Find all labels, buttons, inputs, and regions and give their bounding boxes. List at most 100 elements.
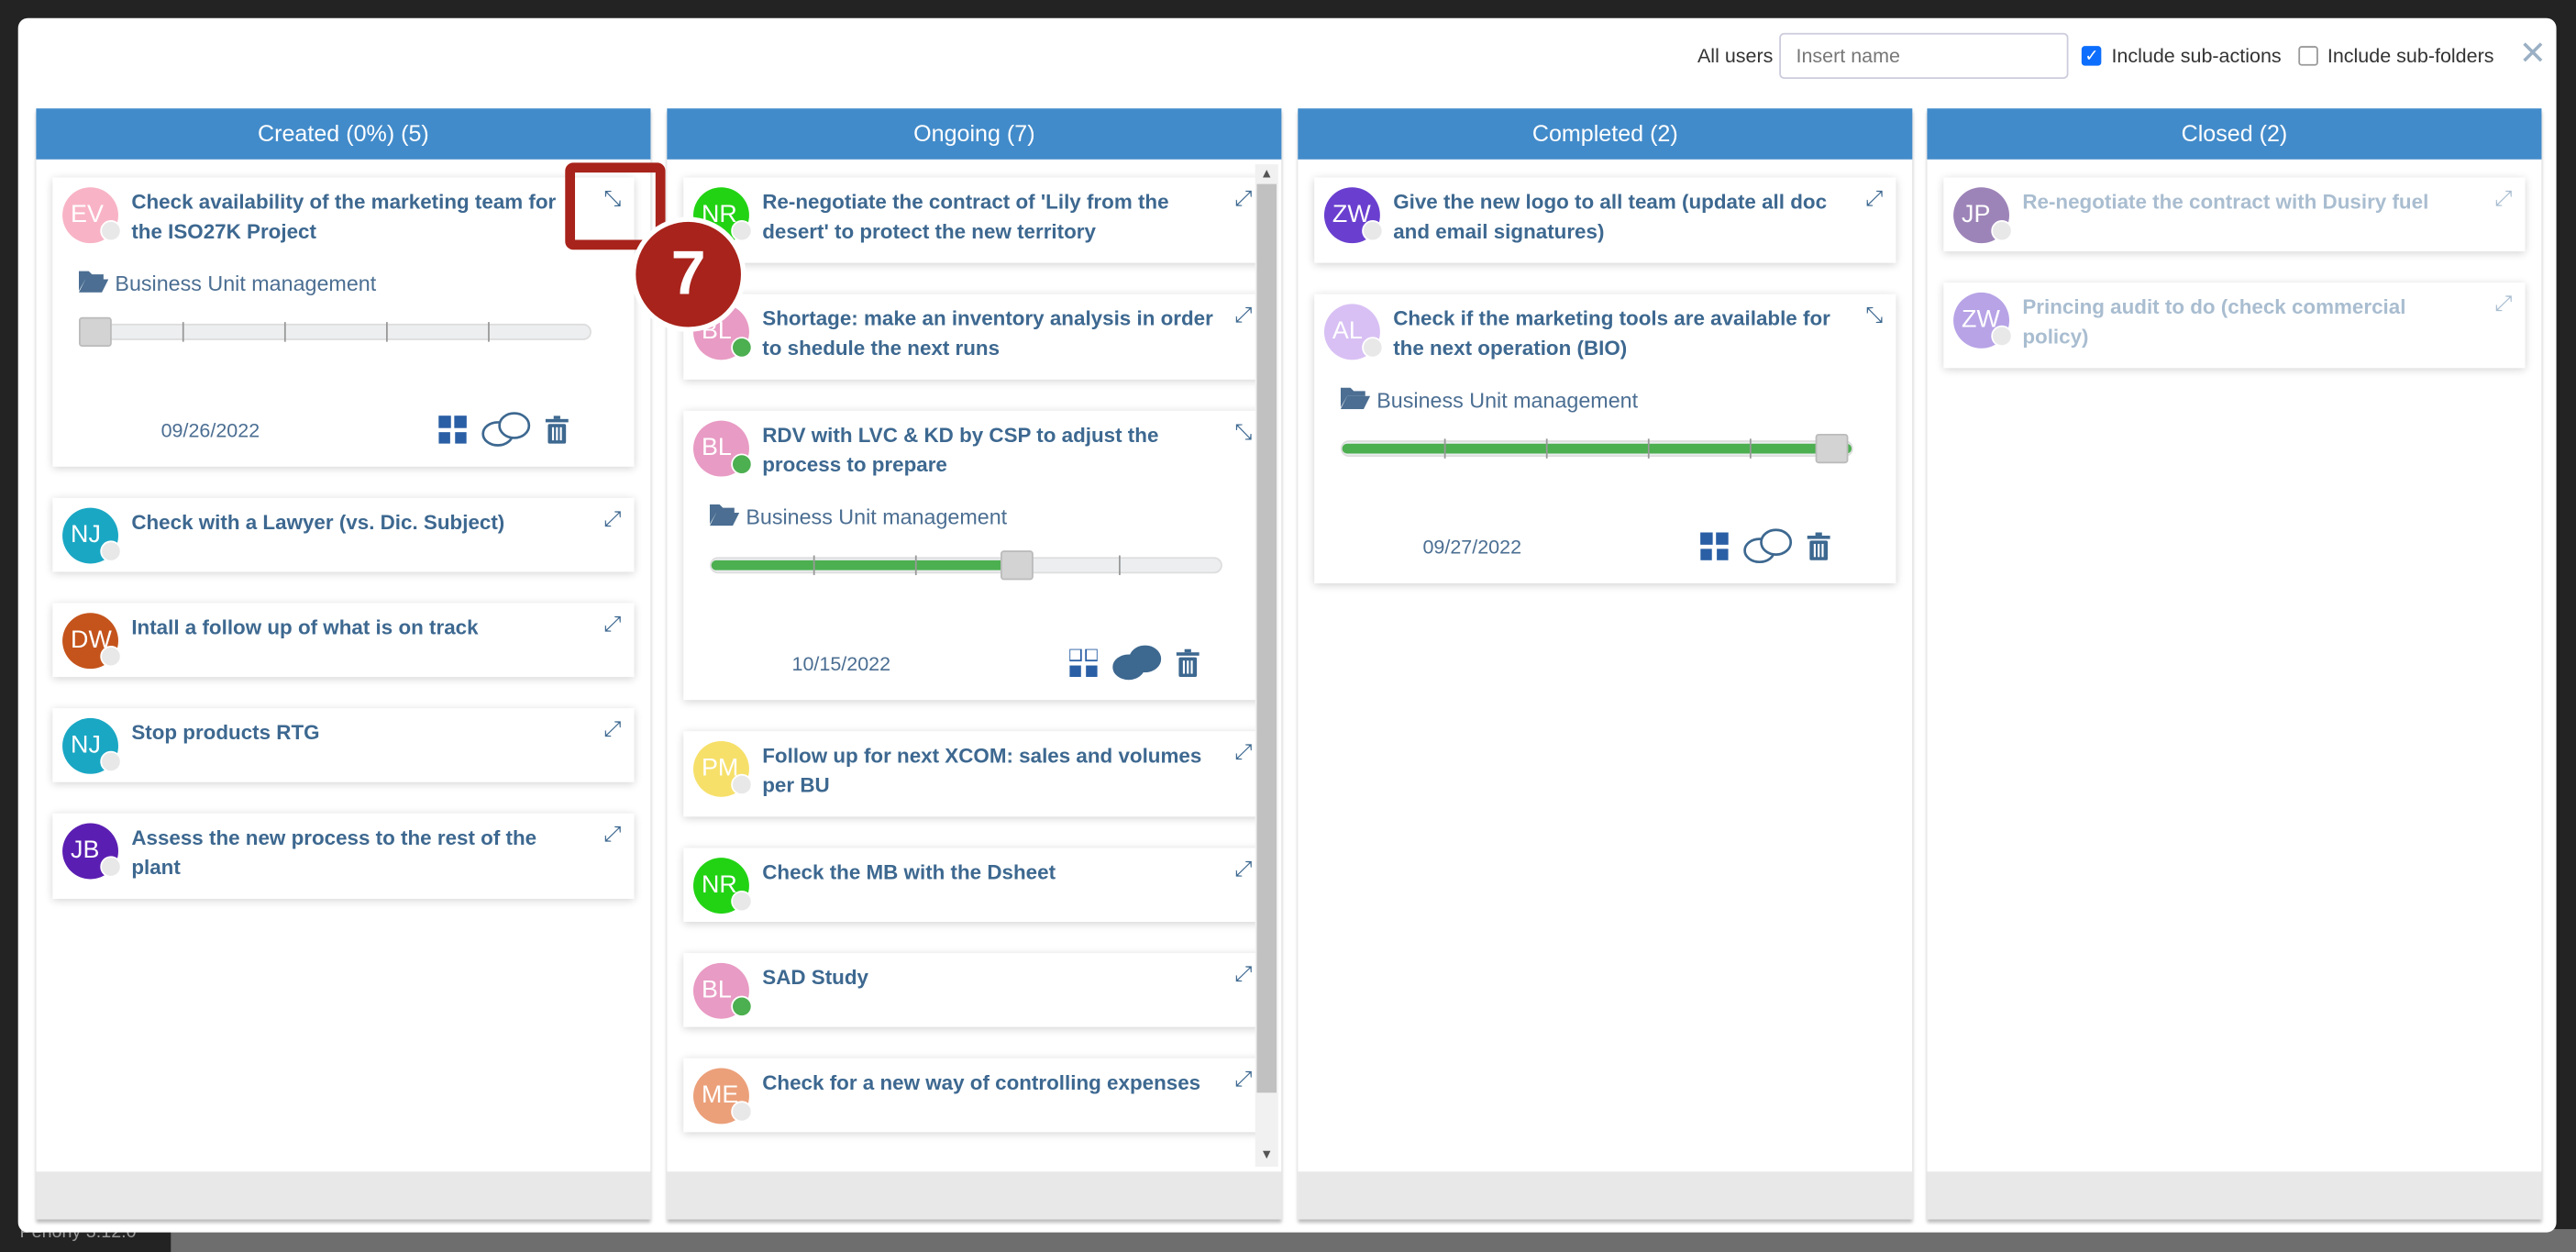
- slider-handle[interactable]: [1001, 550, 1034, 581]
- trash-icon[interactable]: [1176, 648, 1200, 684]
- status-dot: [731, 337, 753, 359]
- slider-tick: [1443, 438, 1446, 459]
- task-card[interactable]: JP Re-negotiate the contract with Dusiry…: [1943, 177, 2526, 252]
- include-sub-folders-checkbox[interactable]: [2297, 46, 2318, 66]
- task-card[interactable]: BL Shortage: make an inventory analysis …: [683, 294, 1266, 380]
- folder-name: Business Unit management: [746, 504, 1008, 529]
- comments-icon[interactable]: [480, 411, 532, 455]
- trash-icon[interactable]: [1807, 531, 1830, 568]
- task-title[interactable]: Check if the marketing tools are availab…: [1393, 307, 1830, 360]
- task-card[interactable]: NR Check the MB with the Dsheet ⤢: [683, 848, 1266, 923]
- task-card[interactable]: NJ Check with a Lawyer (vs. Dic. Subject…: [52, 497, 635, 572]
- task-card[interactable]: EV Check availability of the marketing t…: [52, 177, 635, 467]
- column-footer: [36, 1171, 651, 1220]
- task-title[interactable]: Check with a Lawyer (vs. Dic. Subject): [131, 511, 505, 535]
- avatar: PM: [693, 740, 749, 797]
- task-title[interactable]: Assess the new process to the rest of th…: [131, 826, 537, 880]
- grid-icon[interactable]: [1068, 647, 1099, 684]
- task-title[interactable]: Princing audit to do (check commercial p…: [2022, 295, 2406, 349]
- status-dot: [1991, 325, 2013, 348]
- status-dot: [1362, 337, 1384, 359]
- folder-link[interactable]: Business Unit management: [1340, 386, 1639, 414]
- task-title[interactable]: Check for a new way of controlling expen…: [762, 1071, 1201, 1095]
- task-card[interactable]: PM Follow up for next XCOM: sales and vo…: [683, 731, 1266, 817]
- comments-icon[interactable]: [1741, 527, 1794, 571]
- expand-icon[interactable]: ⤢: [603, 505, 622, 531]
- scroll-up-arrow-icon[interactable]: ▲: [1260, 165, 1274, 182]
- column-scrollbar[interactable]: ▲ ▼: [1255, 164, 1278, 1167]
- progress-fill: [711, 560, 1017, 571]
- status-dot: [100, 540, 122, 562]
- slider-tick: [488, 322, 490, 342]
- task-card[interactable]: ZW Princing audit to do (check commercia…: [1943, 283, 2526, 369]
- column-header: Closed (2): [1927, 108, 2542, 160]
- expand-icon[interactable]: ⤢: [1865, 185, 1884, 211]
- expand-icon[interactable]: ⤢: [603, 821, 622, 847]
- task-title[interactable]: Re-negotiate the contract of 'Lily from …: [762, 190, 1169, 244]
- task-title[interactable]: Intall a follow up of what is on track: [131, 615, 479, 639]
- include-sub-actions-checkbox[interactable]: ✓: [2082, 46, 2102, 66]
- task-card[interactable]: BL SAD Study ⤢: [683, 953, 1266, 1027]
- progress-slider[interactable]: [709, 550, 1222, 581]
- close-icon[interactable]: ✕: [2518, 36, 2547, 72]
- due-date: 09/26/2022: [160, 418, 260, 442]
- grid-icon[interactable]: [1699, 530, 1730, 568]
- folder-link[interactable]: Business Unit management: [78, 270, 376, 297]
- task-card[interactable]: NJ Stop products RTG ⤢: [52, 708, 635, 782]
- task-title[interactable]: Follow up for next XCOM: sales and volum…: [762, 744, 1202, 797]
- column-0: Created (0%) (5) EV Check availability o…: [36, 108, 651, 1220]
- due-date: 10/15/2022: [791, 652, 891, 676]
- scroll-down-arrow-icon[interactable]: ▼: [1260, 1147, 1274, 1162]
- expand-icon[interactable]: ⤢: [1234, 856, 1253, 881]
- task-card[interactable]: JB Assess the new process to the rest of…: [52, 813, 635, 899]
- column-1: Ongoing (7) NR Re-negotiate the contract…: [667, 108, 1282, 1220]
- slider-tick: [386, 322, 388, 342]
- status-dot: [100, 750, 122, 773]
- collapse-icon[interactable]: ⤡: [1865, 302, 1884, 327]
- expand-icon[interactable]: ⤢: [2494, 185, 2513, 211]
- user-name-input[interactable]: [1779, 32, 2069, 79]
- trash-icon[interactable]: [545, 415, 569, 450]
- task-title[interactable]: Stop products RTG: [131, 721, 320, 745]
- column-body: EV Check availability of the marketing t…: [36, 160, 650, 1172]
- include-sub-folders-label: Include sub-folders: [2327, 44, 2494, 68]
- progress-slider[interactable]: [1340, 433, 1853, 464]
- expand-icon[interactable]: ⤢: [603, 611, 622, 637]
- folder-icon: [1340, 386, 1371, 414]
- status-dot: [100, 646, 122, 668]
- collapse-icon[interactable]: ⤡: [603, 185, 622, 211]
- folder-name: Business Unit management: [1376, 387, 1639, 413]
- task-card[interactable]: ME Check for a new way of controlling ex…: [683, 1058, 1266, 1133]
- slider-handle[interactable]: [79, 316, 113, 348]
- expand-icon[interactable]: ⤢: [1234, 961, 1253, 986]
- task-title[interactable]: Shortage: make an inventory analysis in …: [762, 307, 1213, 360]
- task-card[interactable]: DW Intall a follow up of what is on trac…: [52, 603, 635, 678]
- expand-icon[interactable]: ⤢: [1234, 185, 1253, 211]
- grid-icon[interactable]: [437, 414, 468, 450]
- task-title[interactable]: RDV with LVC & KD by CSP to adjust the p…: [762, 424, 1159, 477]
- progress-slider[interactable]: [78, 316, 591, 348]
- column-footer: [667, 1171, 1282, 1220]
- slider-handle[interactable]: [1814, 433, 1848, 464]
- task-title[interactable]: Give the new logo to all team (update al…: [1393, 190, 1828, 244]
- expand-icon[interactable]: ⤢: [1234, 302, 1253, 327]
- task-title[interactable]: Check availability of the marketing team…: [131, 190, 557, 244]
- task-title[interactable]: SAD Study: [762, 966, 868, 990]
- comments-icon[interactable]: [1111, 644, 1163, 688]
- expand-icon[interactable]: ⤢: [2494, 291, 2513, 316]
- status-dot: [1991, 220, 2013, 242]
- folder-link[interactable]: Business Unit management: [709, 503, 1008, 530]
- expand-icon[interactable]: ⤢: [603, 716, 622, 741]
- task-card[interactable]: NR Re-negotiate the contract of 'Lily fr…: [683, 177, 1266, 263]
- all-users-label: All users: [1697, 44, 1774, 68]
- collapse-icon[interactable]: ⤡: [1234, 418, 1253, 444]
- task-title[interactable]: Re-negotiate the contract with Dusiry fu…: [2022, 190, 2429, 214]
- task-card[interactable]: BL RDV with LVC & KD by CSP to adjust th…: [683, 410, 1266, 701]
- task-title[interactable]: Check the MB with the Dsheet: [762, 860, 1056, 884]
- expand-icon[interactable]: ⤢: [1234, 739, 1253, 765]
- task-card[interactable]: AL Check if the marketing tools are avai…: [1314, 294, 1896, 583]
- expand-icon[interactable]: ⤢: [1234, 1066, 1253, 1091]
- scroll-thumb[interactable]: [1256, 183, 1277, 1093]
- task-card[interactable]: ZW Give the new logo to all team (update…: [1314, 177, 1896, 263]
